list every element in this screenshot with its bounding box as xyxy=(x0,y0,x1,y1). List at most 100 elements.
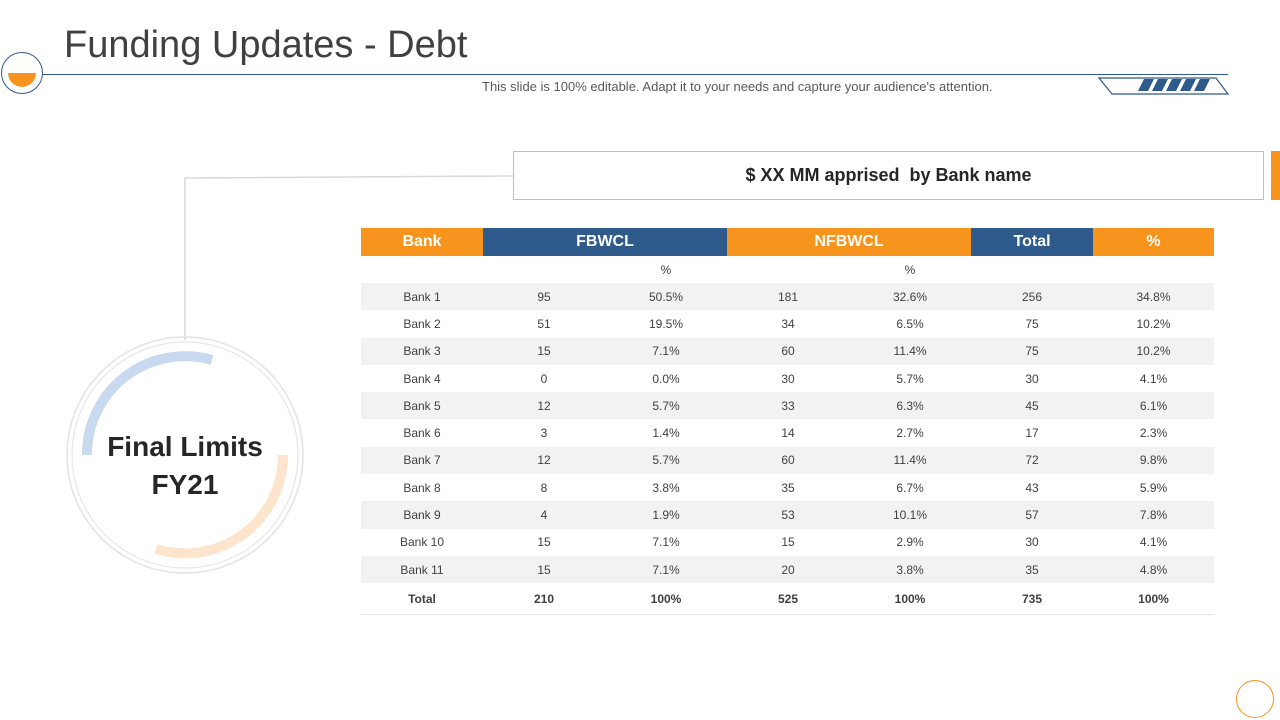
sub-header-cell xyxy=(1093,256,1214,283)
table-cell: 60 xyxy=(727,446,850,475)
bank-name-cell: Bank 9 xyxy=(361,501,483,529)
table-group-header-row: Bank FBWCL NFBWCL Total % xyxy=(361,228,1215,256)
table-cell: 8 xyxy=(540,480,548,495)
header-fbwcl: FBWCL xyxy=(483,228,728,256)
table-cell: 57 xyxy=(971,501,1094,529)
sub-header-cell xyxy=(483,256,605,283)
sub-header-cell xyxy=(971,256,1093,283)
table-cell: 75 xyxy=(1025,316,1039,331)
table-row: Bank 6 3 1.4% 14 2.7% 17 2.3% xyxy=(361,419,1214,446)
callout-box: $ XX MM apprised by Bank name xyxy=(513,151,1264,200)
total-cell: 100% xyxy=(605,583,728,616)
table-cell: 34 xyxy=(781,316,795,331)
table-row: Bank 10 15 7.1% 15 2.9% 30 4.1% xyxy=(361,529,1214,556)
table-cell: 95 xyxy=(483,283,605,311)
table-row: Bank 3 15 7.1% 60 11.4% 75 10.2% xyxy=(361,337,1215,365)
table-row: Bank 7 12 5.7% 60 11.4% 72 9.8% xyxy=(361,446,1215,475)
bank-name-cell: Bank 5 xyxy=(361,392,483,420)
table-cell: 30 xyxy=(781,371,795,386)
table-cell: 33 xyxy=(727,392,850,420)
table-cell: 14 xyxy=(781,426,795,441)
table-cell: 3.8% xyxy=(652,480,680,495)
table-cell: 10.2% xyxy=(1136,316,1171,331)
table-cell: 10.2% xyxy=(1093,337,1215,365)
table-cell: 35 xyxy=(781,480,795,495)
table-cell: 20 xyxy=(727,555,850,584)
header-total: Total xyxy=(971,228,1094,256)
callout-accent-bar xyxy=(1271,151,1280,200)
table-cell: 11.4% xyxy=(849,446,972,475)
table-cell: 9.8% xyxy=(1093,446,1215,475)
table-cell: 3.8% xyxy=(849,555,972,584)
bank-name-cell: Bank 3 xyxy=(361,337,483,365)
bank-name-cell: Bank 4 xyxy=(403,371,441,386)
table-row: Bank 11 15 7.1% 20 3.8% 35 4.8% xyxy=(361,555,1215,584)
table-row: Bank 9 4 1.9% 53 10.1% 57 7.8% xyxy=(361,501,1215,529)
circle-graphic xyxy=(66,175,514,574)
header-bank: Bank xyxy=(361,228,483,256)
circle-label-line1: Final Limits xyxy=(107,431,263,462)
table-cell: 7.1% xyxy=(652,535,680,550)
table-cell: 15 xyxy=(483,555,605,584)
circle-label-line2: FY21 xyxy=(151,469,219,500)
total-cell: 100% xyxy=(849,583,972,616)
table-cell: 181 xyxy=(727,283,850,311)
table-cell: 12 xyxy=(483,392,605,420)
table-cell: 5.7% xyxy=(605,446,728,475)
table-cell: 0.0% xyxy=(652,371,680,386)
table-cell: 45 xyxy=(971,392,1094,420)
bank-name-cell: Bank 6 xyxy=(403,426,441,441)
table-cell: 15 xyxy=(537,535,551,550)
total-cell: 525 xyxy=(727,583,850,616)
table-cell: 2.3% xyxy=(1139,426,1168,441)
table-cell: 15 xyxy=(483,337,605,365)
bank-name-cell: Bank 2 xyxy=(403,316,441,331)
table-cell: 6.7% xyxy=(896,480,924,495)
table-cell: 10.1% xyxy=(849,501,972,529)
total-cell: 210 xyxy=(483,583,605,616)
table-row: Bank 4 0 0.0% 30 5.7% 30 4.1% xyxy=(361,365,1214,392)
table-cell: 75 xyxy=(971,337,1094,365)
table-cell: 50.5% xyxy=(605,283,728,311)
table-cell: 4.8% xyxy=(1093,555,1215,584)
table-cell: 60 xyxy=(727,337,850,365)
table-cell: 2.9% xyxy=(896,535,924,550)
debt-table: Bank FBWCL NFBWCL Total % % % Bank 1 95 50… xyxy=(361,228,1215,616)
table-cell: 3 xyxy=(540,426,548,441)
table-cell: 30 xyxy=(1025,371,1039,386)
header-nfbwcl: NFBWCL xyxy=(727,228,972,256)
table-cell: 15 xyxy=(781,535,795,550)
table-cell: 53 xyxy=(727,501,850,529)
sub-header-cell xyxy=(727,256,849,283)
table-cell: 5.7% xyxy=(896,371,924,386)
table-cell: 6.5% xyxy=(896,316,924,331)
table-cell: 256 xyxy=(971,283,1094,311)
table-cell: 1.4% xyxy=(652,426,680,441)
table-cell: 72 xyxy=(971,446,1094,475)
table-cell: 32.6% xyxy=(849,283,972,311)
table-cell: 12 xyxy=(483,446,605,475)
table-cell: 1.9% xyxy=(605,501,728,529)
table-cell: 4 xyxy=(483,501,605,529)
table-cell: 43 xyxy=(1025,480,1039,495)
logo-circle-icon xyxy=(1,52,43,94)
table-cell: 0 xyxy=(540,371,548,386)
page-title: Funding Updates - Debt xyxy=(64,24,468,66)
total-cell: Total xyxy=(361,583,483,616)
total-cell: 100% xyxy=(1093,583,1215,616)
table-cell: 7.1% xyxy=(605,337,728,365)
bank-name-cell: Bank 11 xyxy=(361,555,483,584)
table-cell: 5.9% xyxy=(1139,480,1168,495)
callout-text: $ XX MM apprised by Bank name xyxy=(745,165,1032,185)
corner-circle-icon xyxy=(1236,680,1274,718)
table-cell: 4.1% xyxy=(1139,371,1168,386)
stripe-decoration-icon xyxy=(1098,77,1230,95)
sub-header-cell: % xyxy=(904,262,916,277)
table-cell: 2.7% xyxy=(896,426,924,441)
table-cell: 7.1% xyxy=(605,555,728,584)
bank-name-cell: Bank 8 xyxy=(403,480,441,495)
table-cell: 4.1% xyxy=(1139,535,1168,550)
table-cell: 5.7% xyxy=(605,392,728,420)
table-cell: 51 xyxy=(537,316,551,331)
page-subtitle: This slide is 100% editable. Adapt it to… xyxy=(482,79,993,94)
